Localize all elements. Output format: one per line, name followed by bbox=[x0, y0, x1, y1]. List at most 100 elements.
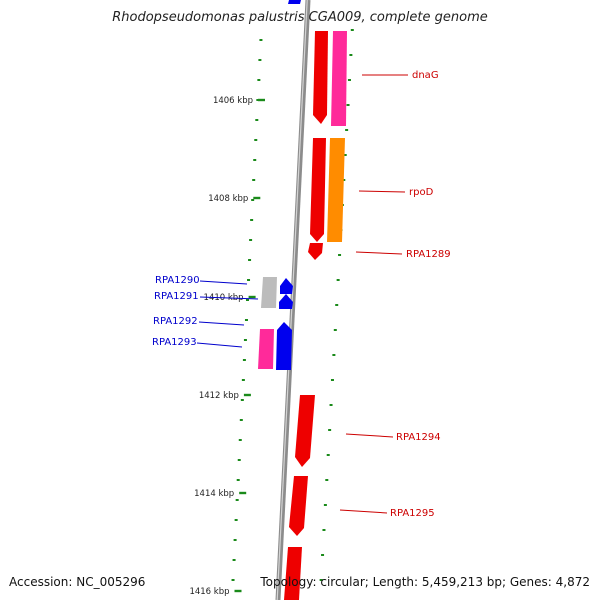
inner-ring-dot bbox=[251, 199, 255, 201]
gene-label-dnaG[interactable]: dnaG bbox=[412, 70, 439, 81]
gene-block-orange-rpoD[interactable] bbox=[327, 138, 345, 242]
gene-block-grey-RPA1290[interactable] bbox=[261, 277, 277, 308]
feature-ring-dots bbox=[231, 29, 354, 581]
inner-ring-dot bbox=[253, 159, 257, 161]
label-leader-line bbox=[345, 433, 394, 438]
label-leader-line bbox=[199, 296, 259, 300]
inner-ring-dot bbox=[242, 359, 246, 361]
inner-ring-dot bbox=[247, 279, 251, 281]
inner-ring-dot bbox=[244, 319, 248, 321]
tick-mark bbox=[258, 98, 265, 102]
inner-ring-dot bbox=[232, 559, 236, 561]
inner-ring-dot bbox=[249, 239, 253, 241]
outer-ring-dot bbox=[335, 304, 339, 306]
gene-arrow-dnaG[interactable] bbox=[313, 31, 328, 124]
tick-mark bbox=[239, 491, 247, 495]
tick-label: 1416 kbp bbox=[189, 587, 229, 597]
outer-ring-dot bbox=[346, 104, 350, 106]
backbone-highlight bbox=[276, 0, 308, 600]
label-leader-line bbox=[199, 280, 248, 285]
genome-backbone bbox=[275, 0, 311, 600]
tick-label: 1408 kbp bbox=[208, 194, 248, 204]
gene-labels: dnaG rpoD RPA1289 RPA1290 RPA1291 RPA1292 RPA1… bbox=[152, 70, 451, 519]
inner-ring-dot bbox=[234, 519, 238, 521]
inner-ring-dot bbox=[259, 39, 263, 41]
tick-mark bbox=[243, 393, 251, 397]
outer-ring-dot bbox=[342, 179, 346, 181]
outer-ring-dot bbox=[347, 79, 351, 81]
gene-block-pink-RPA1292[interactable] bbox=[258, 329, 274, 369]
tick-label: 1406 kbp bbox=[213, 96, 253, 106]
gene-arrow-RPA1291[interactable] bbox=[280, 278, 293, 294]
topology-text: Topology: circular; Length: 5,459,213 bp… bbox=[260, 575, 590, 589]
label-leader-line bbox=[358, 190, 406, 193]
inner-ring-dot bbox=[250, 219, 254, 221]
outer-ring-dot bbox=[319, 579, 323, 581]
label-leader-line bbox=[196, 342, 243, 348]
gene-arrow-rpoD[interactable] bbox=[310, 138, 326, 242]
outer-ring-dot bbox=[336, 279, 340, 281]
outer-ring-dot bbox=[350, 29, 354, 31]
gene-arrow-RPA1295[interactable] bbox=[289, 476, 308, 536]
outer-ring-dot bbox=[330, 379, 334, 381]
outer-ring-dot bbox=[322, 529, 326, 531]
inner-ring-dot bbox=[240, 399, 244, 401]
inner-ring-dot bbox=[238, 439, 242, 441]
tick-label: 1412 kbp bbox=[199, 391, 239, 401]
label-leader-line bbox=[339, 509, 388, 514]
gene-features bbox=[258, 0, 347, 600]
gene-arrow-RPA1291b[interactable] bbox=[279, 294, 293, 309]
outer-ring-dot bbox=[328, 429, 332, 431]
map-title: Rhodopseudomonas palustris CGA009, compl… bbox=[112, 10, 488, 25]
gene-label-rpoD[interactable]: rpoD bbox=[409, 187, 434, 198]
gene-block-pink-dnaG[interactable] bbox=[331, 31, 347, 126]
gene-arrow-RPA1293[interactable] bbox=[276, 322, 292, 370]
outer-ring-dot bbox=[333, 329, 337, 331]
inner-ring-dot bbox=[248, 259, 252, 261]
gene-label-RPA1295[interactable]: RPA1295 bbox=[390, 508, 435, 519]
outer-ring-dot bbox=[323, 504, 327, 506]
outer-ring-dot bbox=[349, 54, 353, 56]
inner-ring-dot bbox=[235, 499, 239, 501]
gene-label-RPA1289[interactable]: RPA1289 bbox=[406, 249, 451, 260]
inner-ring-dot bbox=[236, 479, 240, 481]
outer-ring-dot bbox=[345, 129, 349, 131]
label-leader-line bbox=[198, 321, 245, 326]
gene-label-RPA1294[interactable]: RPA1294 bbox=[396, 432, 441, 443]
inner-ring-dot bbox=[241, 379, 245, 381]
outer-ring-dot bbox=[326, 454, 330, 456]
outer-ring-dot bbox=[338, 254, 342, 256]
tick-mark bbox=[234, 589, 242, 593]
inner-ring-dot bbox=[254, 139, 258, 141]
gene-label-RPA1290[interactable]: RPA1290 bbox=[155, 275, 200, 286]
gene-arrow-RPA1294[interactable] bbox=[295, 395, 315, 467]
inner-ring-dot bbox=[252, 179, 256, 181]
outer-ring-dot bbox=[321, 554, 325, 556]
gene-label-RPA1293[interactable]: RPA1293 bbox=[152, 337, 197, 348]
gene-arrow-partial[interactable] bbox=[284, 547, 302, 600]
gene-label-RPA1291[interactable]: RPA1291 bbox=[154, 291, 199, 302]
inner-ring-dot bbox=[243, 339, 247, 341]
outer-ring-dot bbox=[329, 404, 333, 406]
inner-ring-dot bbox=[256, 99, 260, 101]
inner-ring-dot bbox=[237, 459, 241, 461]
gene-arrow-RPA1289[interactable] bbox=[308, 243, 323, 260]
tick-mark bbox=[248, 295, 256, 299]
accession-text: Accession: NC_005296 bbox=[9, 575, 146, 589]
backbone-line bbox=[275, 0, 311, 600]
outer-ring-dot bbox=[343, 154, 347, 156]
outer-ring-dot bbox=[332, 354, 336, 356]
inner-ring-dot bbox=[257, 79, 261, 81]
outer-ring-dot bbox=[325, 479, 329, 481]
inner-ring-dot bbox=[258, 59, 262, 61]
gene-label-RPA1292[interactable]: RPA1292 bbox=[153, 316, 198, 327]
inner-ring-dot bbox=[246, 299, 249, 301]
label-leader-line bbox=[355, 251, 403, 255]
inner-ring-dot bbox=[255, 119, 259, 121]
inner-ring-dot bbox=[239, 419, 243, 421]
tick-mark bbox=[253, 196, 261, 200]
gene-block-top-reverse[interactable] bbox=[288, 0, 301, 4]
inner-ring-dot bbox=[231, 579, 235, 581]
